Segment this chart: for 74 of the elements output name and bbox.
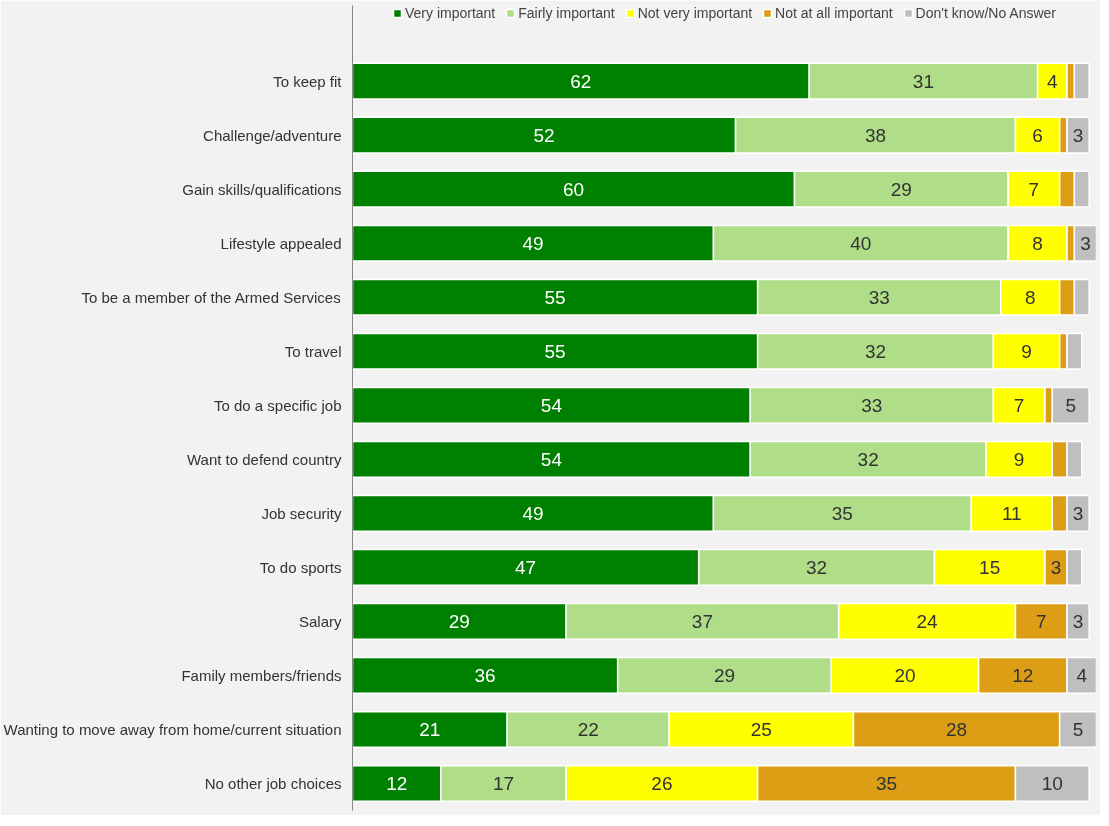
data-label: 21: [419, 718, 441, 740]
data-label: 47: [515, 556, 537, 578]
data-label: 9: [1013, 448, 1025, 470]
y-tick-label: To travel: [284, 342, 342, 360]
data-label: 7: [1028, 178, 1040, 200]
data-label: 49: [522, 502, 544, 524]
data-label: 20: [894, 664, 916, 686]
data-label: 29: [713, 664, 736, 686]
data-label: 62: [570, 70, 592, 92]
data-label: 5: [1072, 718, 1084, 740]
data-label: 54: [540, 394, 563, 416]
data-label: 3: [1050, 556, 1062, 578]
y-tick-label: To be a member of the Armed Services: [81, 288, 341, 306]
legend-label: Very important: [404, 5, 496, 21]
data-label: 4: [1076, 664, 1088, 686]
data-label: 32: [864, 340, 887, 362]
data-label: 15: [979, 556, 1001, 578]
data-label: 54: [540, 448, 563, 470]
data-label: 29: [448, 610, 470, 632]
data-label: 8: [1032, 232, 1043, 254]
data-label: 55: [544, 286, 566, 308]
y-tick-label: Want to defend country: [186, 450, 342, 468]
data-label: 12: [386, 772, 408, 794]
y-tick-label: Wanting to move away from home/current situation: [3, 720, 342, 738]
data-label: 7: [1035, 610, 1047, 632]
data-label: 32: [806, 556, 828, 578]
data-label: 25: [750, 718, 772, 740]
data-label: 10: [1041, 772, 1063, 794]
data-label: 17: [492, 772, 515, 794]
data-label: 6: [1032, 124, 1043, 146]
data-label: 7: [1013, 394, 1025, 416]
data-label: 3: [1072, 124, 1084, 146]
y-tick-label: To do sports: [259, 558, 342, 576]
data-label: 8: [1024, 286, 1036, 308]
legend-label: Fairly important: [518, 5, 615, 21]
data-label: 33: [861, 394, 883, 416]
y-tick-label: Gain skills/qualifications: [182, 180, 342, 198]
data-label: 3: [1072, 610, 1084, 632]
y-tick-label: Lifestyle appealed: [220, 234, 342, 252]
data-label: 60: [562, 178, 585, 200]
y-tick-label: No other job choices: [204, 774, 342, 792]
data-label: 28: [945, 718, 968, 740]
legend-label: Don't know/No Answer: [915, 5, 1057, 21]
data-label: 32: [857, 448, 879, 470]
data-label: 40: [850, 232, 872, 254]
y-tick-label: Challenge/adventure: [203, 126, 342, 144]
y-tick-label: To keep fit: [273, 72, 343, 90]
data-label: 36: [474, 664, 496, 686]
data-label: 37: [691, 610, 713, 632]
y-tick-label: Salary: [298, 612, 342, 630]
data-label: 9: [1021, 340, 1032, 362]
legend-label: Not very important: [637, 5, 753, 21]
data-label: 33: [868, 286, 890, 308]
data-label: 24: [916, 610, 939, 632]
data-label: 4: [1047, 70, 1059, 92]
legend-label: Not at all important: [775, 5, 893, 21]
data-label: 22: [577, 718, 599, 740]
data-label: 38: [864, 124, 887, 146]
data-label: 29: [890, 178, 912, 200]
y-tick-label: To do a specific job: [213, 396, 342, 414]
data-label: 35: [875, 772, 898, 794]
data-label: 3: [1080, 232, 1091, 254]
data-label: 12: [1012, 664, 1034, 686]
data-label: 31: [912, 70, 934, 92]
data-label: 49: [522, 232, 544, 254]
data-label: 5: [1065, 394, 1077, 416]
data-label: 35: [831, 502, 853, 524]
data-label: 26: [651, 772, 673, 794]
data-label: 11: [1001, 502, 1022, 524]
data-label: 52: [533, 124, 555, 146]
data-label: 55: [544, 340, 566, 362]
data-label: 3: [1072, 502, 1084, 524]
y-tick-label: Job security: [261, 504, 342, 522]
y-tick-label: Family members/friends: [181, 666, 342, 684]
